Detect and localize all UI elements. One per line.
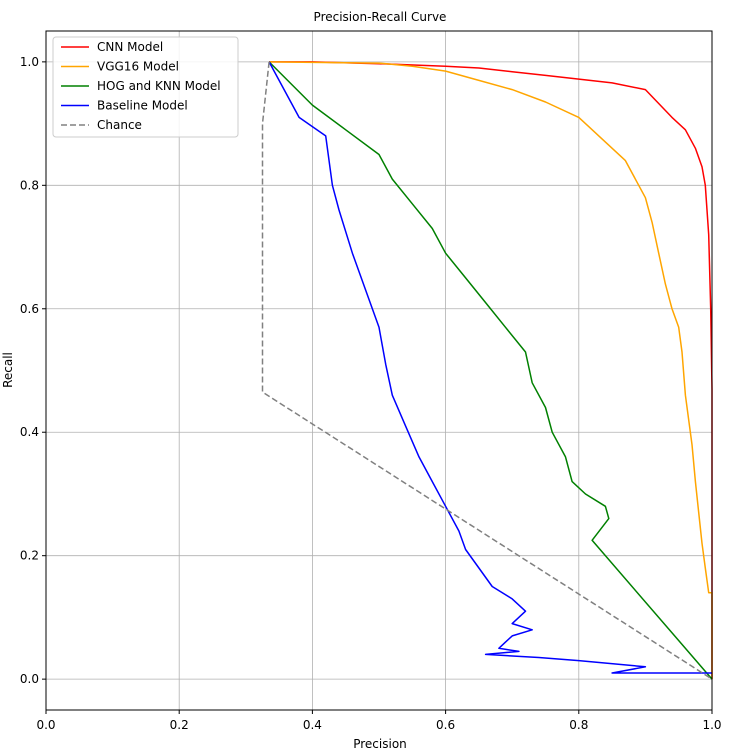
- x-tick-label: 0.6: [436, 718, 455, 732]
- y-tick-label: 0.8: [20, 178, 39, 192]
- x-tick-label: 0.0: [36, 718, 55, 732]
- legend: CNN Model VGG16 Model HOG and KNN Model Bas…: [52, 36, 239, 138]
- chart-title: Precision-Recall Curve: [314, 10, 447, 24]
- series-line-chance: [261, 61, 713, 680]
- x-tick-label: 0.2: [170, 718, 189, 732]
- series-line-vgg16-model: [269, 61, 713, 680]
- series-line-cnn-model: [269, 61, 713, 680]
- y-axis-label: Recall: [1, 352, 15, 388]
- y-tick-label: 0.4: [20, 425, 39, 439]
- plot-frame: [45, 30, 713, 711]
- y-tick-label: 0.0: [20, 672, 39, 686]
- legend-label: CNN Model: [97, 40, 163, 54]
- legend-box: [52, 36, 239, 138]
- series-line-baseline-model: [268, 61, 712, 674]
- series-line-hog-and-knn-model: [268, 61, 713, 680]
- series-lines: [261, 61, 713, 680]
- x-tick-label: 0.8: [569, 718, 588, 732]
- x-axis-label: Precision: [353, 737, 407, 751]
- y-tick-label: 0.6: [20, 302, 39, 316]
- grid-lines: [45, 31, 713, 710]
- legend-label: HOG and KNN Model: [97, 79, 221, 93]
- y-tick-label: 1.0: [20, 55, 39, 69]
- legend-label: Chance: [97, 118, 142, 132]
- x-tick-label: 0.4: [303, 718, 322, 732]
- y-tick-label: 0.2: [20, 549, 39, 563]
- axis-ticks: 0.0 0.2 0.4 0.6 0.8 1.0 0.0 0.2 0.4 0.6 0.8 1.0: [20, 55, 722, 732]
- x-tick-label: 1.0: [702, 718, 721, 732]
- legend-label: Baseline Model: [97, 99, 188, 113]
- legend-label: VGG16 Model: [97, 60, 179, 74]
